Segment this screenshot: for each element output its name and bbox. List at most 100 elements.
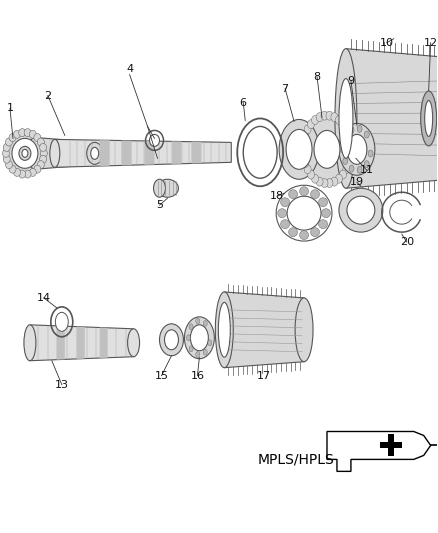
Text: 17: 17	[257, 370, 271, 381]
Ellipse shape	[279, 119, 319, 179]
Ellipse shape	[187, 335, 191, 341]
Text: 12: 12	[424, 38, 438, 47]
Ellipse shape	[349, 126, 354, 134]
Ellipse shape	[278, 209, 286, 217]
Ellipse shape	[24, 170, 31, 178]
Ellipse shape	[34, 165, 41, 173]
Ellipse shape	[203, 349, 207, 355]
Ellipse shape	[300, 231, 308, 239]
Ellipse shape	[9, 165, 16, 173]
Ellipse shape	[336, 174, 343, 183]
Ellipse shape	[321, 179, 328, 188]
Ellipse shape	[304, 125, 311, 134]
Ellipse shape	[345, 131, 352, 140]
Polygon shape	[77, 327, 85, 359]
Text: 20: 20	[400, 237, 414, 247]
Ellipse shape	[300, 145, 307, 154]
Ellipse shape	[3, 149, 10, 157]
Ellipse shape	[300, 187, 308, 196]
Ellipse shape	[302, 159, 309, 168]
Ellipse shape	[29, 130, 36, 138]
Ellipse shape	[165, 330, 178, 350]
Ellipse shape	[14, 168, 21, 176]
Polygon shape	[224, 292, 304, 368]
Text: 4: 4	[126, 63, 133, 74]
Text: MPLS/HPLS: MPLS/HPLS	[257, 453, 334, 466]
Ellipse shape	[19, 147, 31, 160]
Ellipse shape	[357, 166, 362, 173]
Ellipse shape	[203, 320, 207, 326]
Ellipse shape	[326, 179, 333, 188]
Ellipse shape	[343, 157, 348, 165]
Ellipse shape	[191, 325, 208, 351]
Ellipse shape	[22, 149, 28, 157]
Ellipse shape	[14, 130, 21, 138]
Ellipse shape	[154, 179, 166, 197]
Ellipse shape	[6, 138, 12, 146]
Polygon shape	[57, 326, 65, 360]
Ellipse shape	[39, 143, 46, 151]
Polygon shape	[122, 141, 131, 165]
Ellipse shape	[316, 177, 323, 186]
Ellipse shape	[281, 198, 290, 207]
Ellipse shape	[339, 124, 375, 175]
Text: 9: 9	[347, 76, 354, 86]
Ellipse shape	[28, 138, 42, 169]
Ellipse shape	[149, 134, 159, 147]
Ellipse shape	[316, 112, 323, 122]
Ellipse shape	[364, 131, 369, 138]
Ellipse shape	[6, 160, 12, 168]
Polygon shape	[191, 142, 201, 164]
Text: 16: 16	[191, 370, 205, 381]
Text: 2: 2	[44, 91, 51, 101]
Text: 7: 7	[282, 84, 289, 94]
Ellipse shape	[311, 228, 319, 237]
Ellipse shape	[24, 325, 36, 361]
Polygon shape	[145, 141, 155, 165]
Ellipse shape	[281, 220, 290, 229]
Ellipse shape	[3, 143, 10, 151]
Text: 6: 6	[240, 98, 247, 108]
Ellipse shape	[218, 302, 230, 357]
Polygon shape	[100, 327, 108, 358]
Ellipse shape	[347, 145, 354, 154]
Ellipse shape	[339, 120, 346, 128]
Ellipse shape	[364, 161, 369, 168]
Polygon shape	[55, 140, 231, 167]
Polygon shape	[35, 138, 95, 169]
Ellipse shape	[343, 134, 348, 141]
Ellipse shape	[321, 209, 331, 217]
Ellipse shape	[326, 111, 333, 120]
Ellipse shape	[336, 116, 343, 125]
Ellipse shape	[302, 131, 309, 140]
Ellipse shape	[196, 352, 200, 358]
Ellipse shape	[37, 160, 44, 168]
Ellipse shape	[55, 312, 68, 332]
Text: 11: 11	[360, 165, 374, 175]
Ellipse shape	[9, 134, 16, 142]
Ellipse shape	[304, 165, 311, 174]
Ellipse shape	[243, 126, 277, 178]
Ellipse shape	[421, 91, 437, 146]
Ellipse shape	[305, 117, 349, 181]
Ellipse shape	[345, 159, 352, 168]
Ellipse shape	[347, 196, 375, 224]
Text: 1: 1	[7, 103, 14, 114]
Ellipse shape	[368, 150, 373, 157]
Ellipse shape	[215, 292, 233, 368]
Ellipse shape	[39, 155, 46, 163]
Ellipse shape	[339, 188, 383, 232]
Text: 5: 5	[156, 200, 163, 210]
Text: 10: 10	[380, 38, 394, 47]
Ellipse shape	[314, 131, 340, 168]
Ellipse shape	[339, 170, 346, 179]
Ellipse shape	[357, 125, 362, 132]
Polygon shape	[327, 432, 431, 471]
Text: 14: 14	[37, 293, 51, 303]
Polygon shape	[346, 49, 438, 188]
Text: 15: 15	[155, 370, 169, 381]
Ellipse shape	[339, 78, 353, 158]
Ellipse shape	[307, 170, 314, 179]
Polygon shape	[100, 140, 110, 166]
Ellipse shape	[24, 128, 31, 136]
